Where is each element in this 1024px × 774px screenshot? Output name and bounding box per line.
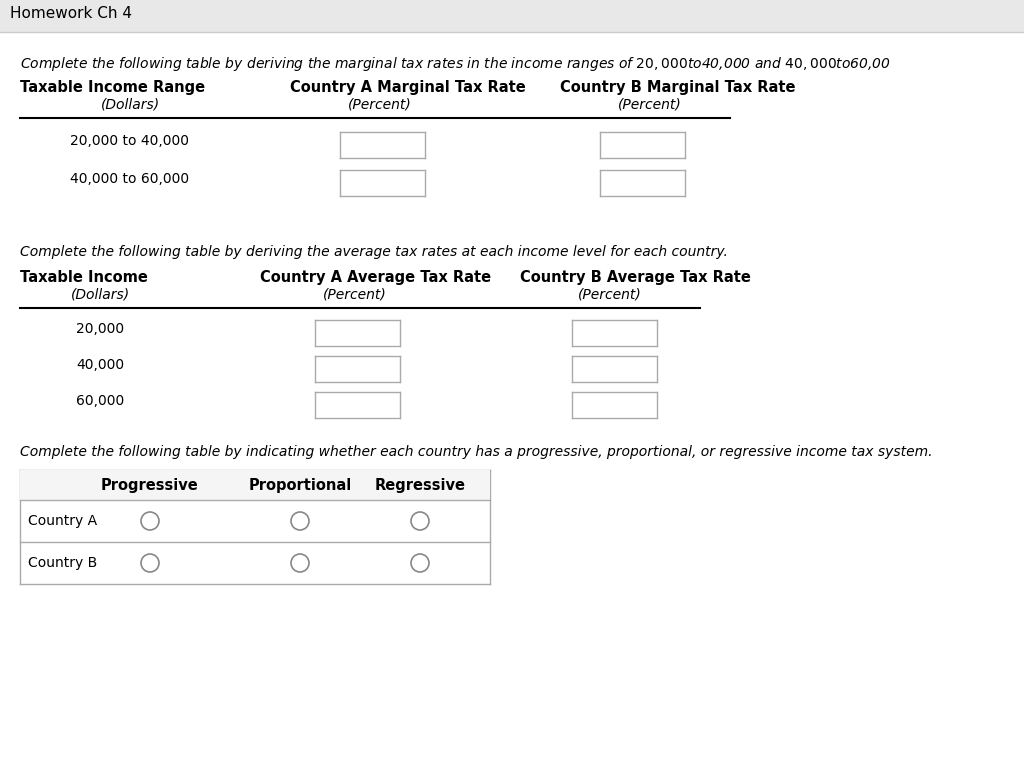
Text: Taxable Income Range: Taxable Income Range bbox=[20, 80, 205, 95]
Text: Country A: Country A bbox=[28, 514, 97, 528]
Text: Country B Average Tax Rate: Country B Average Tax Rate bbox=[520, 270, 751, 285]
Text: (Percent): (Percent) bbox=[579, 288, 642, 302]
Text: (Percent): (Percent) bbox=[618, 98, 682, 112]
Text: Homework Ch 4: Homework Ch 4 bbox=[10, 6, 132, 21]
Text: (Percent): (Percent) bbox=[348, 98, 412, 112]
Text: Regressive: Regressive bbox=[375, 478, 466, 493]
Text: 20,000: 20,000 bbox=[76, 322, 124, 336]
Text: Country A Marginal Tax Rate: Country A Marginal Tax Rate bbox=[290, 80, 525, 95]
Text: Progressive: Progressive bbox=[101, 478, 199, 493]
Text: Country B Marginal Tax Rate: Country B Marginal Tax Rate bbox=[560, 80, 796, 95]
Text: Country A Average Tax Rate: Country A Average Tax Rate bbox=[260, 270, 492, 285]
Text: 20,000 to 40,000: 20,000 to 40,000 bbox=[71, 134, 189, 148]
Text: 40,000: 40,000 bbox=[76, 358, 124, 372]
Text: Country B: Country B bbox=[28, 556, 97, 570]
Text: (Dollars): (Dollars) bbox=[71, 288, 130, 302]
Text: 60,000: 60,000 bbox=[76, 394, 124, 408]
Text: Complete the following table by deriving the marginal tax rates in the income ra: Complete the following table by deriving… bbox=[20, 55, 891, 73]
Text: 40,000 to 60,000: 40,000 to 60,000 bbox=[71, 172, 189, 186]
Text: (Percent): (Percent) bbox=[324, 288, 387, 302]
Text: Taxable Income: Taxable Income bbox=[20, 270, 147, 285]
Text: Proportional: Proportional bbox=[249, 478, 351, 493]
Text: (Dollars): (Dollars) bbox=[100, 98, 160, 112]
Text: Complete the following table by indicating whether each country has a progressiv: Complete the following table by indicati… bbox=[20, 445, 933, 459]
Text: Complete the following table by deriving the average tax rates at each income le: Complete the following table by deriving… bbox=[20, 245, 728, 259]
